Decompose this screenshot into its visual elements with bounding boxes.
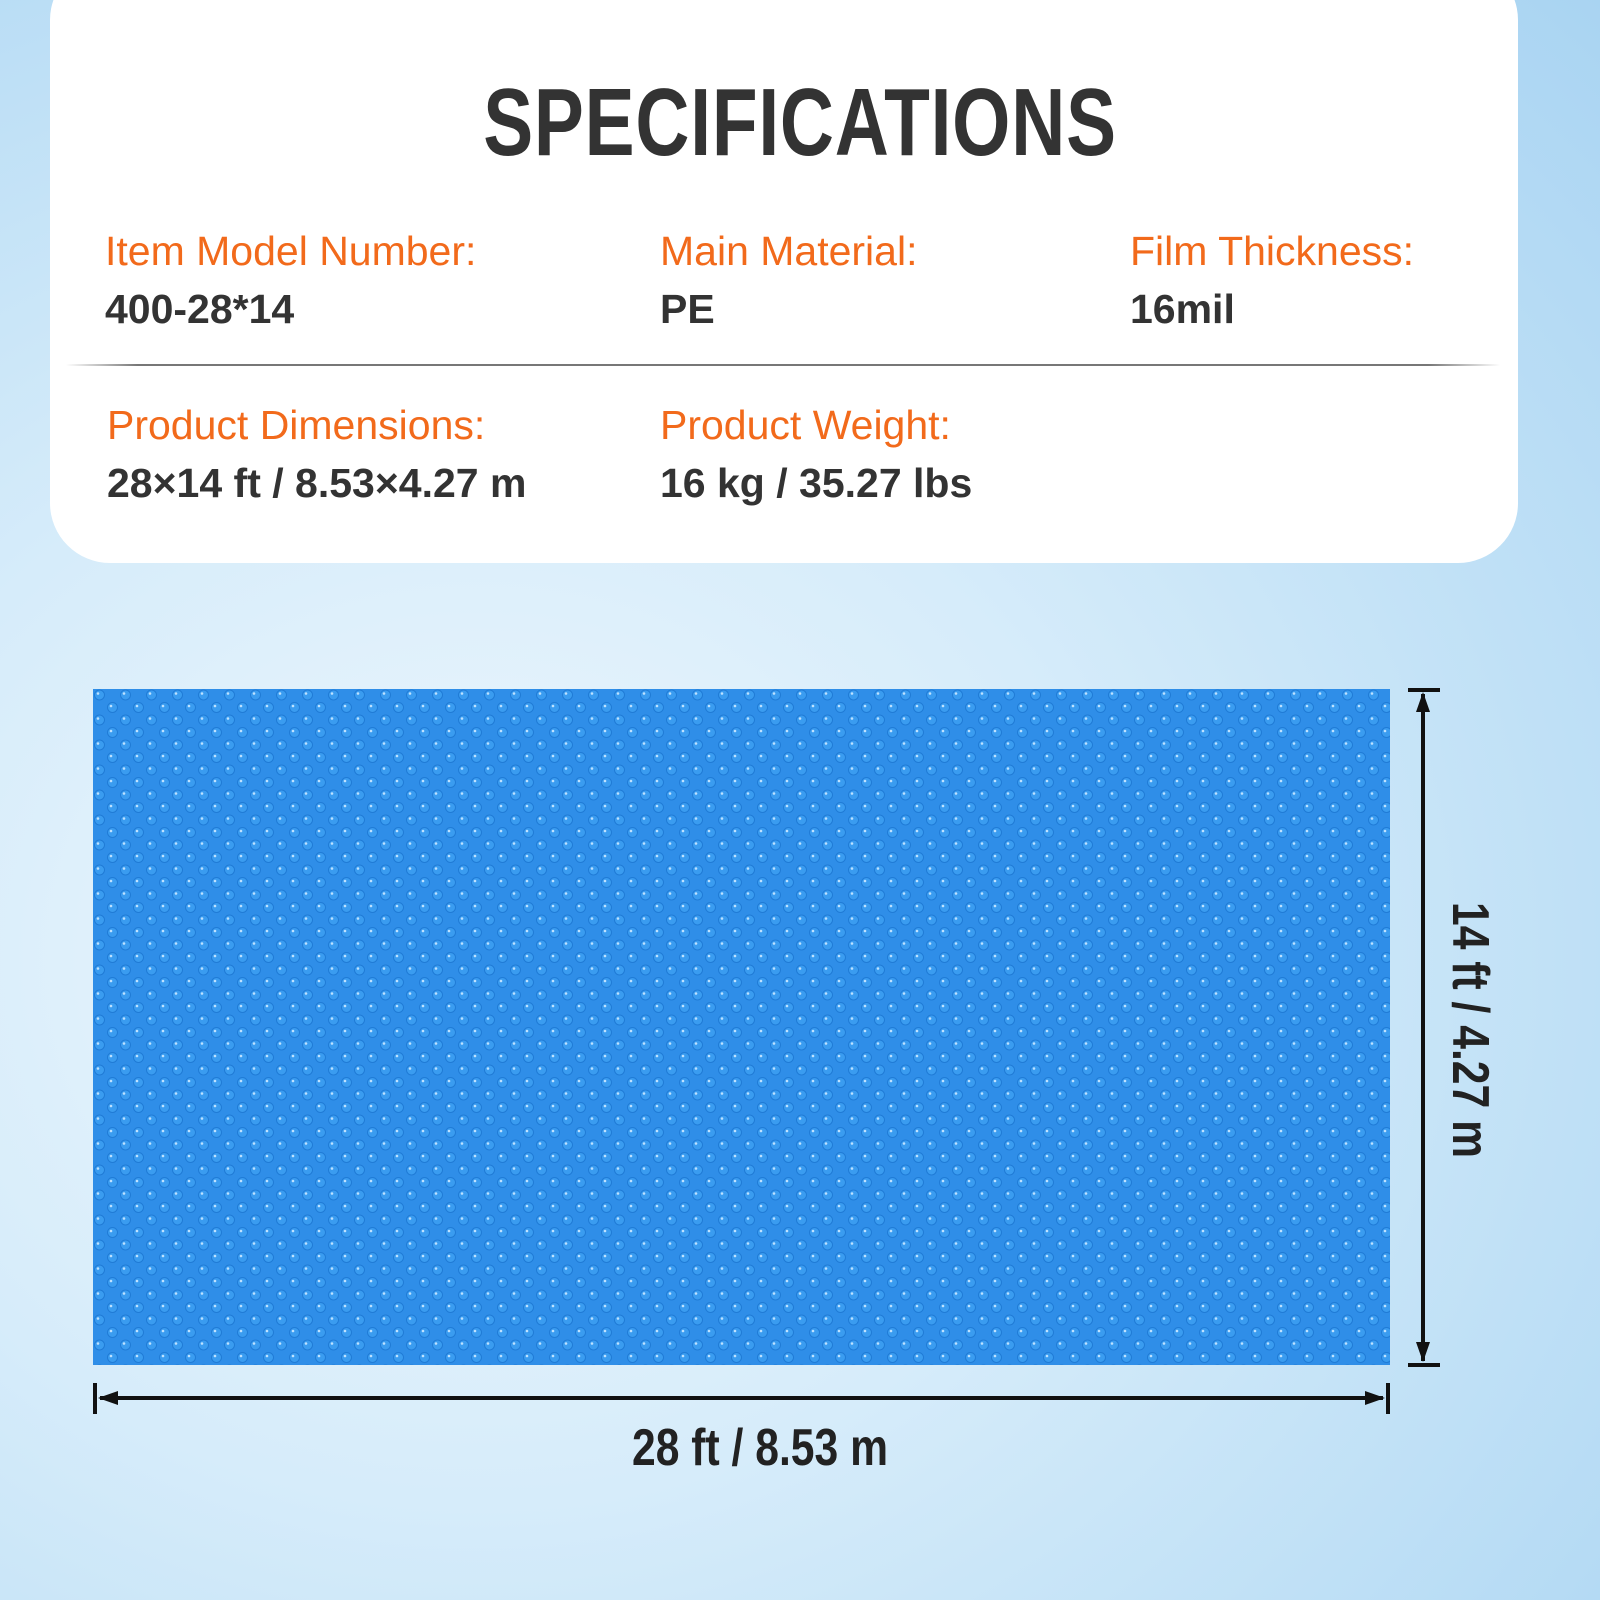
model-label: Item Model Number: bbox=[105, 228, 477, 274]
weight-label: Product Weight: bbox=[660, 402, 951, 448]
material-value: PE bbox=[660, 286, 715, 332]
thickness-label: Film Thickness: bbox=[1130, 228, 1415, 274]
width-label: 28 ft / 8.53 m bbox=[632, 1419, 888, 1477]
thickness-value: 16mil bbox=[1130, 286, 1235, 332]
model-value: 400-28*14 bbox=[105, 286, 295, 332]
material-label: Main Material: bbox=[660, 228, 918, 274]
pool-cover-image bbox=[93, 689, 1390, 1365]
dimensions-value: 28×14 ft / 8.53×4.27 m bbox=[107, 460, 527, 506]
divider bbox=[66, 364, 1500, 366]
weight-value: 16 kg / 35.27 lbs bbox=[660, 460, 973, 506]
specifications-card bbox=[50, 0, 1518, 563]
height-label: 14 ft / 4.27 m bbox=[1441, 902, 1499, 1158]
page-title: SPECIFICATIONS bbox=[483, 69, 1117, 176]
dimensions-label: Product Dimensions: bbox=[107, 402, 486, 448]
